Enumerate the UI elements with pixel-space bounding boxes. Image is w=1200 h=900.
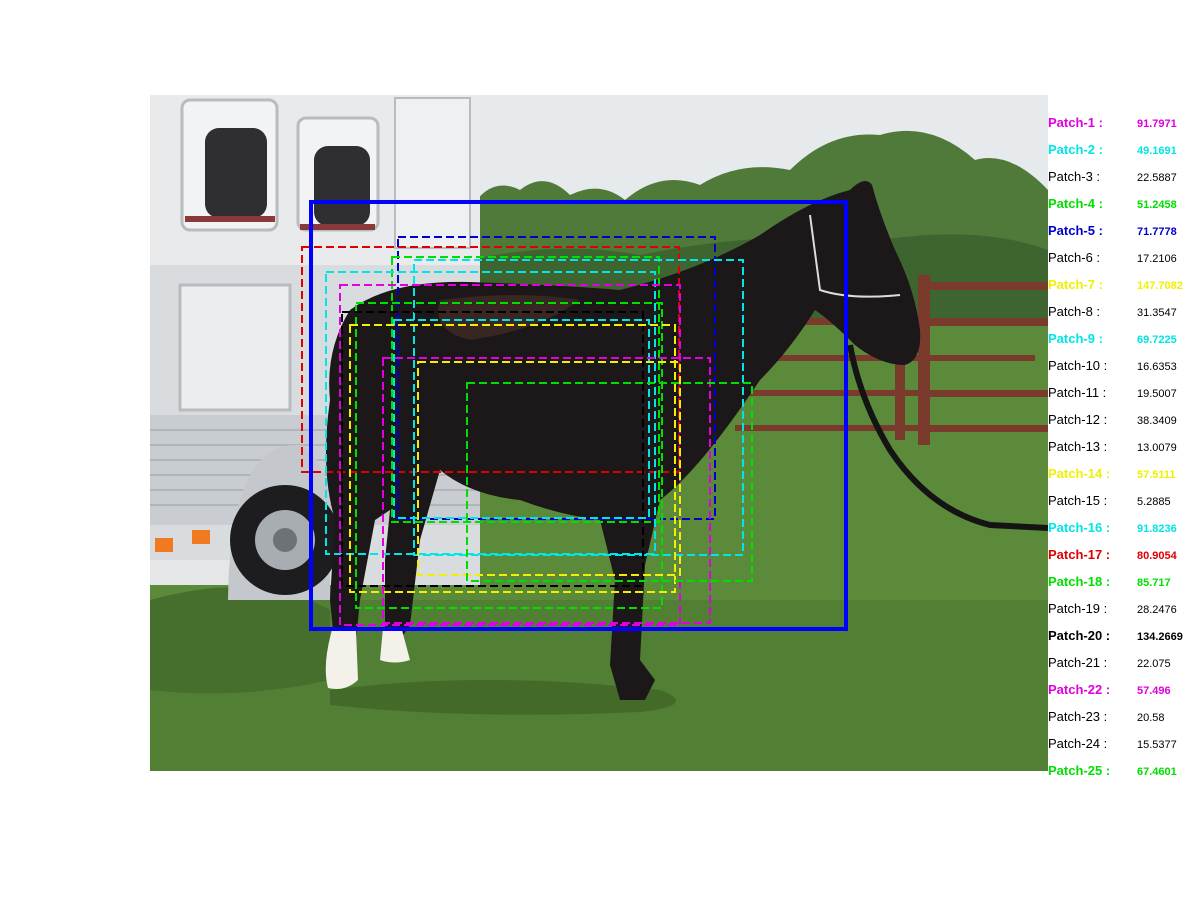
patch-label: Patch-12 : — [1048, 412, 1107, 427]
patch-row: Patch-13 : 13.0079 — [1048, 439, 1177, 454]
patch-box-cyan — [393, 319, 650, 519]
patch-value: 57.5111 — [1137, 469, 1176, 481]
patch-label: Patch-19 : — [1048, 601, 1107, 616]
patch-value: 71.7778 — [1137, 226, 1177, 238]
patch-value: 22.075 — [1137, 658, 1171, 670]
patch-value: 57.496 — [1137, 685, 1171, 697]
patch-label: Patch-8 : — [1048, 304, 1100, 319]
patch-value: 20.58 — [1137, 712, 1165, 724]
patch-label: Patch-1 : — [1048, 115, 1103, 130]
patch-label: Patch-10 : — [1048, 358, 1107, 373]
patch-row: Patch-8 : 31.3547 — [1048, 304, 1177, 319]
lead-rope — [847, 344, 1048, 531]
patch-box-magenta — [382, 357, 711, 624]
patch-label: Patch-6 : — [1048, 250, 1100, 265]
patch-label: Patch-15 : — [1048, 493, 1107, 508]
patch-row: Patch-9 : 69.7225 — [1048, 331, 1177, 346]
patch-score-list: Patch-1 : 91.7971 Patch-2 : 49.1691 Patch-3 … — [1048, 115, 1183, 778]
patch-row: Patch-10 : 16.6353 — [1048, 358, 1177, 373]
patch-value: 134.2669 — [1137, 631, 1183, 643]
patch-box-green — [466, 382, 753, 582]
patch-label: Patch-14 : — [1048, 466, 1110, 481]
patch-row: Patch-12 : 38.3409 — [1048, 412, 1177, 427]
patch-value: 31.3547 — [1137, 307, 1177, 319]
patch-row: Patch-21 : 22.075 — [1048, 655, 1171, 670]
patch-label: Patch-5 : — [1048, 223, 1103, 238]
patch-row: Patch-11 : 19.5007 — [1048, 385, 1177, 400]
patch-label: Patch-7 : — [1048, 277, 1103, 292]
patch-value: 147.7082 — [1137, 280, 1183, 292]
patch-label: Patch-17 : — [1048, 547, 1110, 562]
patch-label: Patch-20 : — [1048, 628, 1110, 643]
patch-label: Patch-13 : — [1048, 439, 1107, 454]
patch-row: Patch-2 : 49.1691 — [1048, 142, 1177, 157]
patch-value: 22.5887 — [1137, 172, 1177, 184]
patch-row: Patch-16 : 91.8236 — [1048, 520, 1177, 535]
detection-boxes — [301, 236, 753, 626]
patch-label: Patch-18 : — [1048, 574, 1110, 589]
patch-value: 80.9054 — [1137, 550, 1178, 562]
patch-box-black — [341, 311, 644, 587]
patch-label: Patch-2 : — [1048, 142, 1103, 157]
patch-value: 16.6353 — [1137, 361, 1177, 373]
halter — [809, 214, 901, 298]
patch-value: 5.2885 — [1137, 496, 1171, 508]
patch-label: Patch-9 : — [1048, 331, 1103, 346]
grass-shadow — [150, 587, 330, 694]
patch-row: Patch-5 : 71.7778 — [1048, 223, 1177, 238]
patch-row: Patch-4 : 51.2458 — [1048, 196, 1177, 211]
patch-value: 49.1691 — [1137, 145, 1177, 157]
patch-value: 19.5007 — [1137, 388, 1177, 400]
patch-row: Patch-15 : 5.2885 — [1048, 493, 1171, 508]
patch-row: Patch-1 : 91.7971 — [1048, 115, 1177, 130]
patch-label: Patch-4 : — [1048, 196, 1103, 211]
patch-label: Patch-16 : — [1048, 520, 1110, 535]
patch-row: Patch-14 : 57.5111 — [1048, 466, 1176, 481]
patch-value: 13.0079 — [1137, 442, 1177, 454]
patch-row: Patch-17 : 80.9054 — [1048, 547, 1178, 562]
patch-box-green — [391, 256, 660, 523]
patch-row: Patch-3 : 22.5887 — [1048, 169, 1177, 184]
horse-white-leg — [325, 628, 410, 689]
patch-row: Patch-6 : 17.2106 — [1048, 250, 1177, 265]
patch-value: 91.7971 — [1137, 118, 1177, 130]
patch-value: 91.8236 — [1137, 523, 1177, 535]
patch-label: Patch-23 : — [1048, 709, 1107, 724]
patch-row: Patch-23 : 20.58 — [1048, 709, 1165, 724]
patch-row: Patch-18 : 85.717 — [1048, 574, 1171, 589]
horse-shadow — [330, 680, 676, 715]
patch-label: Patch-3 : — [1048, 169, 1100, 184]
patch-value: 17.2106 — [1137, 253, 1177, 265]
patch-label: Patch-21 : — [1048, 655, 1107, 670]
patch-value: 51.2458 — [1137, 199, 1177, 211]
horse — [326, 181, 921, 700]
patch-value: 38.3409 — [1137, 415, 1177, 427]
patch-label: Patch-22 : — [1048, 682, 1110, 697]
patch-label: Patch-25 : — [1048, 763, 1110, 778]
patch-value: 85.717 — [1137, 577, 1171, 589]
patch-row: Patch-20 : 134.2669 — [1048, 628, 1183, 643]
patch-row: Patch-24 : 15.5377 — [1048, 736, 1177, 751]
patch-value: 28.2476 — [1137, 604, 1177, 616]
patch-value: 67.4601 — [1137, 766, 1177, 778]
patch-label: Patch-11 : — [1048, 385, 1106, 400]
patch-row: Patch-22 : 57.496 — [1048, 682, 1171, 697]
patch-box-yellow — [349, 324, 676, 593]
patch-box-yellow — [417, 361, 681, 576]
patch-value: 69.7225 — [1137, 334, 1177, 346]
patch-box-green — [355, 302, 663, 609]
patch-row: Patch-25 : 67.4601 — [1048, 763, 1177, 778]
patch-value: 15.5377 — [1137, 739, 1177, 751]
patch-label: Patch-24 : — [1048, 736, 1107, 751]
patch-row: Patch-19 : 28.2476 — [1048, 601, 1177, 616]
main-bounding-box — [309, 200, 848, 631]
horse-photo — [150, 95, 1048, 771]
patch-box-cyan — [325, 271, 656, 555]
patch-row: Patch-7 : 147.7082 — [1048, 277, 1183, 292]
